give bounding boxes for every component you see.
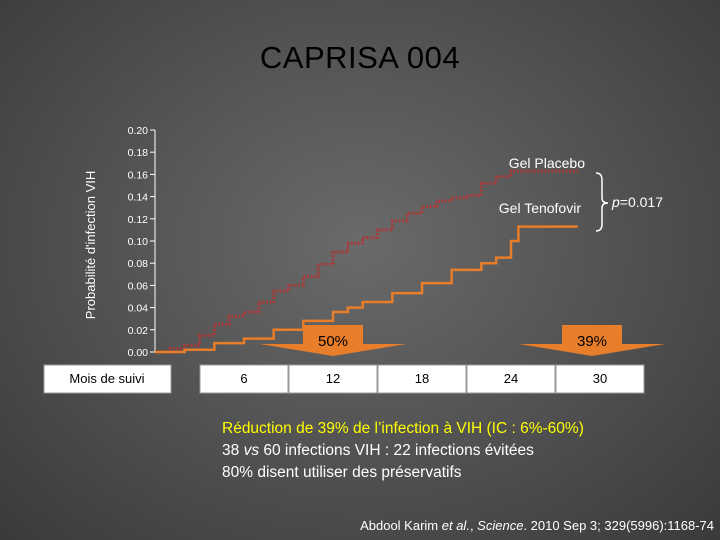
- x-tick-box: 12: [288, 364, 378, 394]
- summary-line-2: 38 vs 60 infections VIH : 22 infections …: [222, 442, 534, 459]
- comparison-brace: [595, 172, 609, 232]
- summary-line-1: Réduction de 39% de l’infection à VIH (I…: [222, 420, 584, 437]
- placebo-series-label: Gel Placebo: [509, 155, 585, 171]
- reduction-arrow-shape: [260, 325, 406, 356]
- y-tick-label: 0.04: [128, 303, 149, 315]
- reduction-percent: 50%: [318, 333, 348, 350]
- y-tick-label: 0.08: [128, 258, 149, 270]
- reduction-arrow: 39%: [519, 325, 665, 356]
- x-tick-box: 30: [555, 364, 645, 394]
- y-tick-label: 0.10: [128, 236, 149, 248]
- y-tick-label: 0.16: [128, 169, 149, 181]
- x-label-row: Mois de suivi 6 12 18 24 30: [43, 364, 645, 394]
- placebo-line: [155, 169, 578, 354]
- y-tick-label: 0.00: [128, 347, 149, 359]
- y-tick-label: 0.18: [128, 147, 149, 159]
- tenofovir-series-label: Gel Tenofovir: [499, 200, 582, 216]
- citation: Abdool Karim et al., Science. 2010 Sep 3…: [360, 518, 714, 533]
- reduction-arrows: 50% 39%: [260, 325, 665, 356]
- x-tick-label: 6: [240, 371, 247, 386]
- reduction-arrow-shape: [519, 325, 665, 356]
- y-tick-label: 0.14: [128, 192, 149, 204]
- x-tick-label: 18: [415, 371, 429, 386]
- reduction-percent: 39%: [577, 333, 607, 350]
- summary-text: Réduction de 39% de l’infection à VIH (I…: [222, 418, 692, 484]
- y-axis: [150, 129, 156, 353]
- y-tick-labels: 0.00 0.02 0.04 0.06 0.08 0.10 0.12 0.14 0.16 0.18…: [128, 125, 149, 359]
- reduction-arrow: 50%: [260, 325, 406, 356]
- x-tick-box: 6: [199, 364, 289, 394]
- x-tick-label: 30: [593, 371, 607, 386]
- slide-title: CAPRISA 004: [259, 40, 461, 75]
- y-tick-label: 0.12: [128, 214, 149, 226]
- x-tick-label: 12: [326, 371, 340, 386]
- series-layer: [155, 169, 578, 354]
- summary-line-3: 80% disent utiliser des préservatifs: [222, 464, 462, 481]
- x-tick-box: 24: [466, 364, 556, 394]
- p-value: p=0.017: [611, 194, 663, 210]
- x-tick-box: 18: [377, 364, 467, 394]
- y-axis-title: Probabilité d'infection VIH: [83, 171, 98, 319]
- y-tick-label: 0.06: [128, 280, 149, 292]
- x-axis-title: Mois de suivi: [69, 371, 144, 386]
- y-tick-label: 0.20: [128, 125, 149, 137]
- tenofovir-line: [155, 225, 578, 354]
- x-tick-label: 24: [504, 371, 518, 386]
- y-tick-label: 0.02: [128, 325, 149, 337]
- x-axis-title-box: Mois de suivi: [43, 364, 172, 394]
